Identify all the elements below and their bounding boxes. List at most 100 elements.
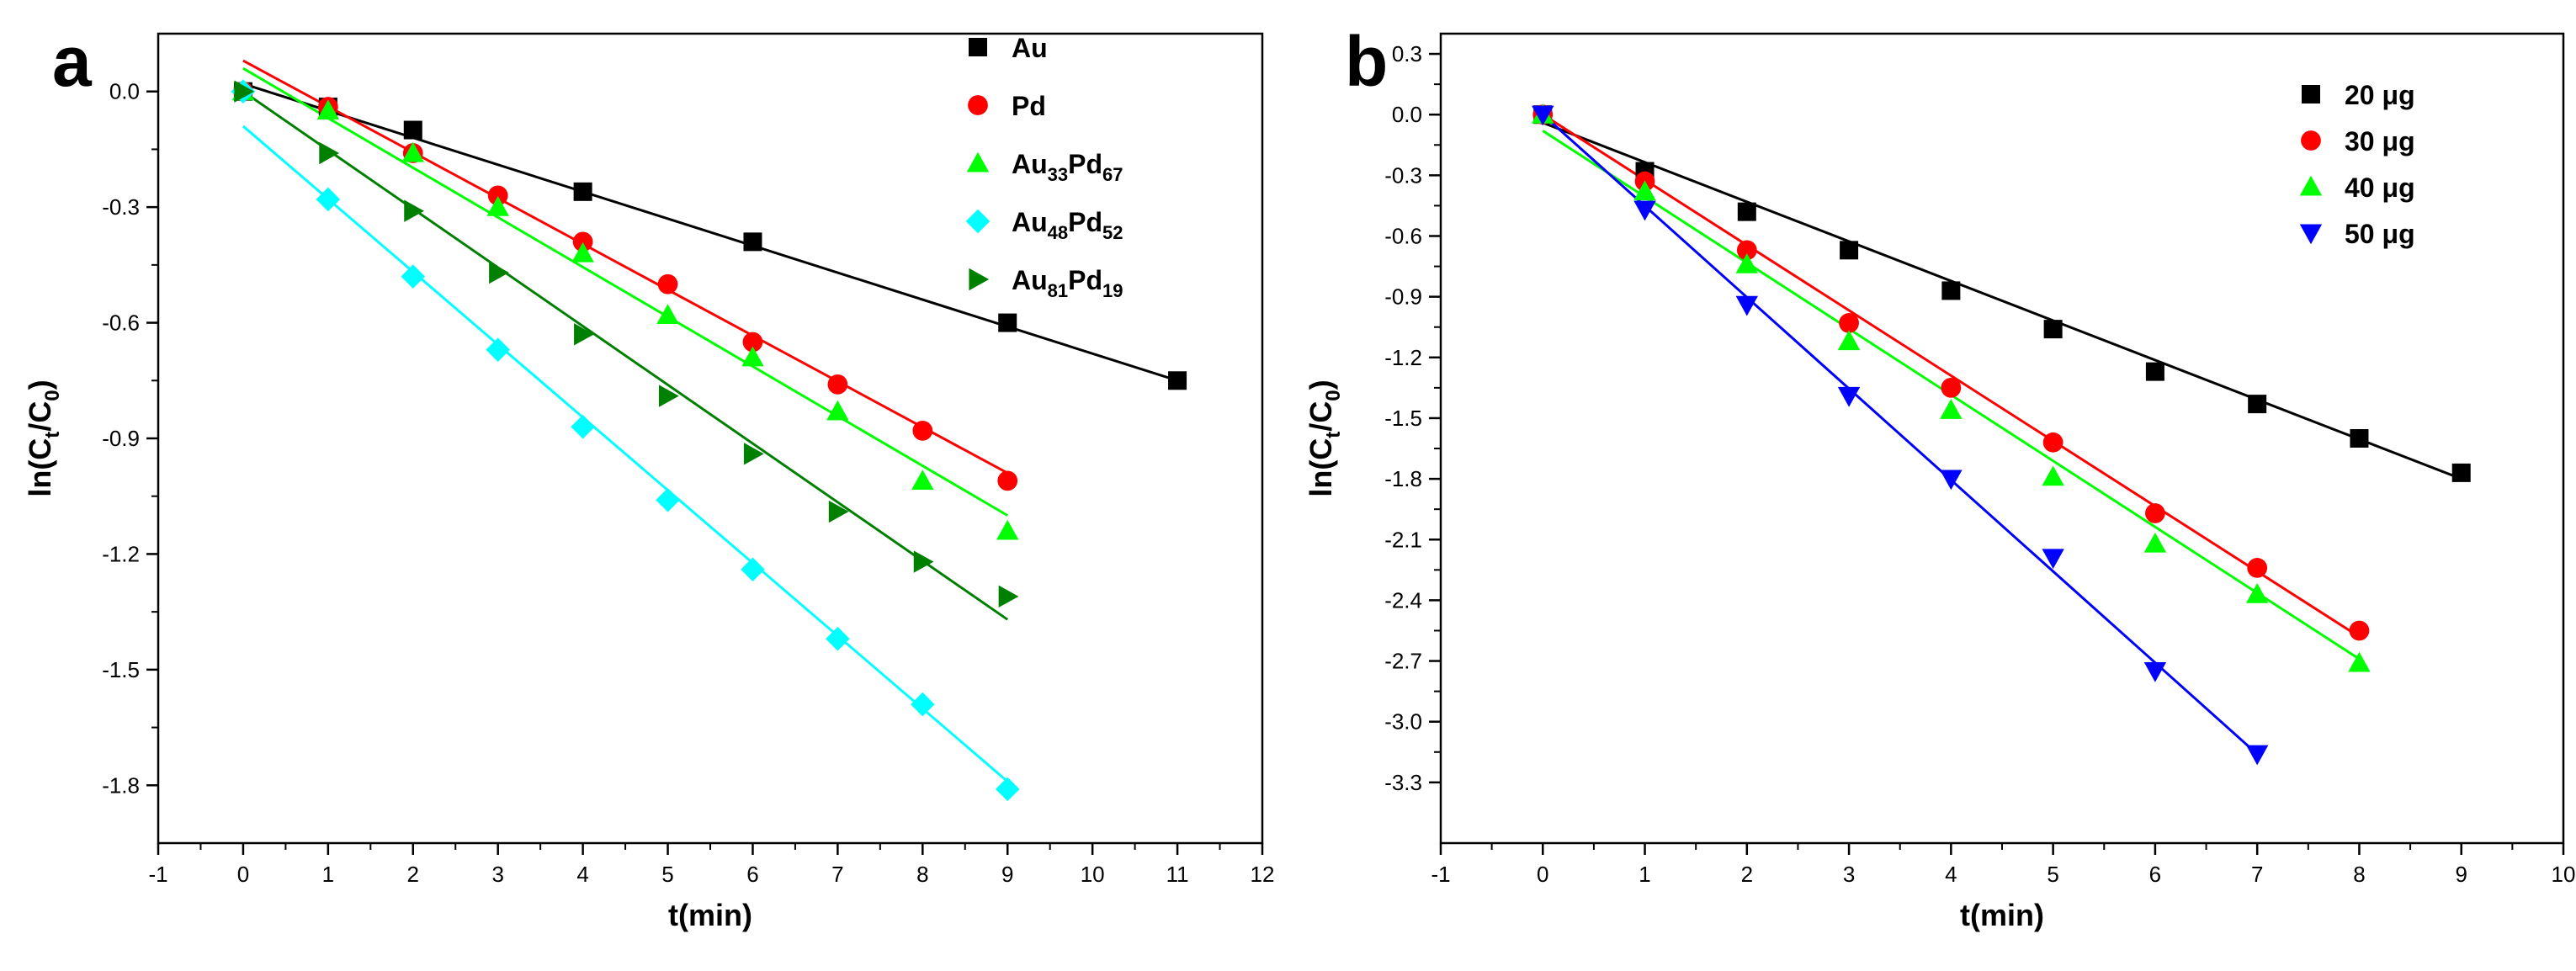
y-tick-label: -0.6 [102,310,140,336]
point-50-ug [2143,662,2167,682]
point-50-ug [1940,470,1963,491]
point-40-ug [1837,330,1861,351]
y-tick-label: -2.1 [1384,527,1422,552]
point-pd [572,231,593,252]
panel-b: -1 0 1 2 3 4 5 6 7 8 9 10 0.3 0.0 -0.3 -0.6 -0.9 -1.2 -1.5… [1304,22,2575,932]
fit-line-pd [242,59,1008,475]
point-au48pd52 [741,557,765,582]
legend-marker-20-ug [2302,85,2320,103]
point-pd [997,470,1018,491]
y-tick-label: -3.3 [1384,770,1422,795]
y-tick-label: -1.2 [1384,345,1422,370]
legend-label-part: 52 [1102,222,1123,243]
point-au48pd52 [571,414,595,439]
x-tick-label: 5 [2047,862,2058,887]
x-tick-label: 3 [1843,862,1855,887]
point-50-ug [1735,295,1759,316]
point-au33pd67 [911,470,934,490]
y-tick-label: -0.9 [102,426,140,451]
y-tick-label: 0.0 [109,79,140,104]
fit-line-30-ug [1542,113,2361,638]
y-tick-label: 0.0 [1392,102,1422,127]
legend-label-part: Pd [1068,207,1102,237]
y-tick-label: -1.8 [102,772,140,798]
y-axis-label-part: ) [23,379,57,390]
legend-label-30-ug: 30 μg [2345,126,2415,157]
x-tick-label: 0 [237,862,249,887]
panel-label: b [1345,22,1388,101]
point-au [403,120,422,140]
x-tick-label: 6 [746,862,758,887]
panel-a: -1 0 1 2 3 4 5 6 7 8 9 10 11 120.0-0.3-0.6-0.9-1.2-1.… [23,22,1274,932]
legend-label-part: 40 μg [2345,172,2415,203]
point-30-ug [2349,620,2370,641]
x-tick-label: 10 [1081,862,1105,887]
x-tick-label: 3 [491,862,503,887]
x-tick-label: 1 [1639,862,1650,887]
x-tick-label: 8 [2353,862,2365,887]
y-axis-label-part: t [41,432,64,438]
legend-label-au33pd67: Au33Pd67 [1012,149,1123,185]
point-50-ug [1532,105,1554,126]
y-tick-label: -0.3 [1384,162,1422,188]
fit-line-50-ug [1542,114,2259,756]
point-pd [827,374,848,395]
x-tick-label: 9 [1001,862,1013,887]
point-au48pd52 [316,187,341,212]
x-tick-label: 4 [576,862,588,887]
y-axis-label-part: 0 [41,390,64,401]
point-30-ug [1736,240,1757,261]
y-axis-label-part: ) [1304,379,1338,390]
y-tick-label: -1.2 [102,541,140,566]
point-au33pd67 [996,519,1019,540]
point-au81pd19 [998,585,1019,608]
y-axis-label-part: /C [23,401,57,432]
fit-line-au33pd67 [242,66,1008,517]
legend-marker-au33pd67 [966,151,990,172]
point-au48pd52 [486,337,510,362]
x-tick-label: 7 [2251,862,2263,887]
point-40-ug [1940,399,1963,419]
point-au [573,182,592,201]
x-tick-label: 2 [407,862,419,887]
fit-line-au48pd52 [242,125,1009,783]
x-tick-label: 7 [831,862,843,887]
point-20-ug [1941,281,1961,300]
point-20-ug [1737,202,1756,221]
point-20-ug [2451,463,2471,482]
x-tick-label: 4 [1945,862,1957,887]
point-40-ug [2042,465,2064,486]
point-50-ug [1837,386,1861,407]
point-au81pd19 [743,443,764,465]
y-axis-label: ln(Ct/C0) [1304,379,1345,496]
x-tick-label: 12 [1251,862,1275,887]
point-au81pd19 [489,261,509,284]
x-tick-label: 8 [916,862,928,887]
fit-line-au [242,82,1178,382]
point-20-ug [1840,241,1859,260]
point-40-ug [2143,532,2167,553]
point-au81pd19 [913,550,934,573]
legend-label-part: Pd [1012,91,1046,121]
point-20-ug [2350,429,2369,448]
y-axis-label-part: ln(C [1304,438,1338,497]
legend-label-part: 33 [1048,164,1068,185]
x-tick-label: 6 [2149,862,2161,887]
legend-label-part: Au [1012,33,1048,63]
x-axis-label: t(min) [1960,898,2044,932]
point-au81pd19 [319,141,340,165]
legend-label-part: 20 μg [2345,80,2415,110]
x-axis-label: t(min) [668,898,752,932]
point-30-ug [2042,432,2063,453]
point-30-ug [2247,558,2268,578]
x-tick-label: 9 [2455,862,2467,887]
y-axis-label-part: t [1322,432,1345,438]
y-tick-label: -0.3 [102,194,140,220]
point-pd [657,273,678,294]
panel-label: a [52,22,93,101]
point-40-ug [2348,651,2371,672]
point-50-ug [2042,549,2064,570]
fit-line-20-ug [1542,121,2462,480]
y-tick-label: -0.9 [1384,284,1422,310]
